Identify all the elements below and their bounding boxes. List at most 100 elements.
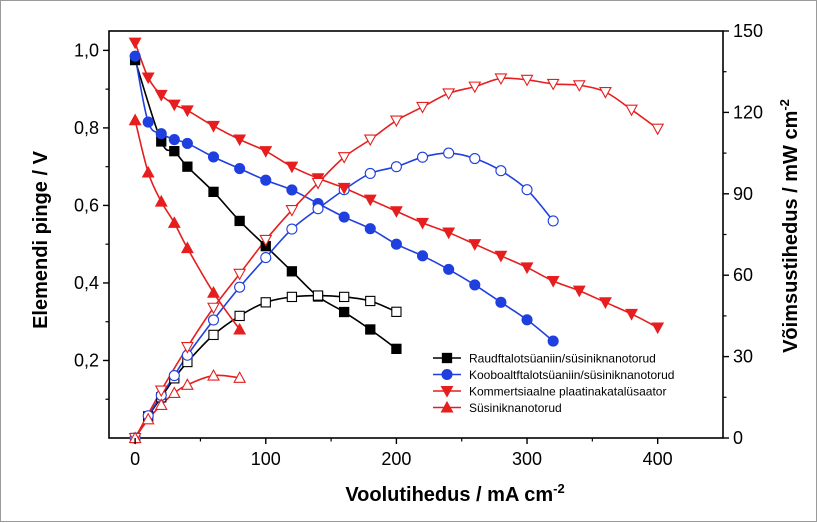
right-axis-title-sup: -2	[777, 99, 792, 111]
series-0-voltage-point-5	[234, 215, 245, 227]
series-2-voltage-point-12	[389, 206, 403, 218]
legend-marker-2	[440, 385, 454, 398]
series-1-voltage-point-5	[207, 151, 220, 163]
left-tick-label-2: 0,6	[74, 195, 99, 215]
series-1-power-point-16	[495, 165, 507, 177]
series-3-voltage-point-6	[233, 322, 247, 335]
series-2-voltage-point-13	[416, 217, 429, 230]
series-2-power-point-6	[285, 205, 299, 217]
series-2-power-point-17	[572, 80, 586, 92]
series-0-power-point-10	[338, 291, 350, 303]
series-2-voltage-point-5	[207, 120, 220, 133]
left-tick-label-0: 0,2	[74, 350, 99, 370]
series-1-power-point-15	[469, 152, 481, 165]
series-1-voltage-point-1	[142, 116, 154, 128]
left-axis-title: Elemendi pinge / V	[30, 150, 52, 328]
series-1-power-point-13	[416, 151, 429, 163]
series-2-power-point-13	[468, 81, 482, 94]
series-0-power-point-5	[208, 329, 219, 341]
series-1-power-point-9	[312, 203, 324, 215]
series-3-power-point-1	[141, 412, 155, 425]
markers	[128, 37, 665, 445]
series-0-power-point-8	[286, 291, 298, 303]
x-tick-label-0: 0	[130, 449, 140, 469]
ticks: 0 100 200 300 400 0,2 0,4 0,6 0,8 1,0 0 30 60 90 120 15…	[74, 21, 763, 469]
series-1-power-point-14	[443, 147, 455, 159]
series-2-power-point-4	[233, 268, 247, 281]
x-axis-title-text: Voolutihedus / mA cm	[345, 484, 553, 506]
series-2-power-point-5	[259, 234, 273, 247]
series-1-voltage-point-11	[364, 223, 376, 235]
series-3-power-point-3	[167, 386, 181, 399]
series-3-voltage-point-0	[128, 113, 142, 126]
series-1-power-point-12	[390, 161, 402, 173]
series-0-voltage-point-7	[286, 266, 298, 277]
right-tick-label-60: 60	[733, 265, 753, 285]
series-2-power-point-3	[207, 302, 220, 315]
series-3-voltage-point-3	[167, 216, 181, 228]
x-tick-label-300: 300	[512, 449, 542, 469]
legend-label-3: Süsiniknanotorud	[469, 401, 562, 415]
series-1-power-point-17	[521, 184, 533, 196]
series-2-power-point-8	[337, 152, 351, 164]
legend-label-0: Raudftalotsüaniin/süsiniknanotorud	[469, 352, 656, 366]
series-0-voltage-point-3	[182, 161, 193, 172]
series-1-voltage-point-13	[416, 250, 429, 262]
series-2-voltage-point-20	[598, 297, 612, 309]
series-2-voltage-point-21	[625, 308, 638, 321]
right-axis-title: Võimsustihedus / mW cm-2	[777, 99, 802, 353]
series-3-power-point-5	[207, 368, 220, 381]
legend: Raudftalotsüaniin/süsiniknanotorud Kooboa…	[433, 352, 674, 415]
series-2-voltage-point-8	[285, 161, 299, 174]
series-0-voltage-point-2	[169, 146, 180, 157]
right-tick-label-150: 150	[733, 21, 763, 41]
series-0-voltage-point-10	[365, 324, 376, 335]
legend-marker-0	[441, 352, 453, 364]
series-2-power-point-12	[442, 88, 456, 101]
series-0-voltage-point-4	[208, 186, 219, 198]
series-2-voltage-point-4	[180, 105, 194, 118]
series-1-voltage-point-7	[260, 174, 272, 186]
left-tick-label-3: 0,8	[74, 118, 99, 138]
series-2-power-point-7	[311, 177, 325, 190]
series-3-power-point-2	[154, 398, 168, 410]
series-3-power-point-6	[233, 371, 247, 383]
series-2-voltage-point-2	[154, 89, 168, 102]
series-2-power-point-10	[389, 115, 403, 128]
series-2-voltage-point-3	[167, 99, 181, 112]
series-0-power-point-12	[391, 306, 402, 317]
legend-label-1: Kooboaltftalotsüaniin/süsiniknanotorud	[469, 368, 674, 382]
right-tick-label-90: 90	[733, 184, 753, 204]
series-1-voltage-point-16	[495, 296, 507, 308]
series-1-voltage-point-3	[168, 133, 180, 146]
series-2-voltage-point-6	[233, 134, 247, 147]
series-2-power-point-11	[416, 101, 429, 114]
series-2-power-point-1	[154, 385, 168, 398]
series-2-voltage-point-11	[363, 194, 377, 207]
x-tick-label-200: 200	[381, 449, 411, 469]
series-2-power-point-19	[625, 104, 638, 117]
series-2-voltage-point-18	[546, 275, 560, 288]
x-tick-label-100: 100	[251, 449, 281, 469]
series-1-voltage-point-8	[286, 184, 298, 196]
series-3-voltage-point-4	[180, 241, 194, 254]
series-1-voltage-point-0	[129, 50, 141, 62]
series-1-voltage-point-18	[547, 335, 559, 347]
series-1-voltage-point-14	[443, 263, 455, 275]
series-1-voltage-point-12	[390, 238, 402, 250]
series-2-voltage-point-10	[337, 182, 351, 195]
series-1-power-point-18	[547, 215, 559, 227]
series-1-voltage-point-15	[469, 279, 481, 291]
series-2-power-point-18	[598, 87, 612, 99]
x-axis-title: Voolutihedus / mA cm-2	[345, 481, 564, 506]
series-3-voltage-point-1	[141, 165, 155, 178]
left-tick-label-1: 0,4	[74, 273, 99, 293]
series-3-voltage-line	[134, 119, 241, 330]
series-3-voltage-point-5	[207, 286, 220, 298]
series-2-voltage-point-19	[572, 285, 586, 298]
series-2-power-point-14	[494, 73, 508, 86]
right-tick-label-120: 120	[733, 102, 763, 122]
series-0-voltage-point-11	[391, 343, 402, 354]
